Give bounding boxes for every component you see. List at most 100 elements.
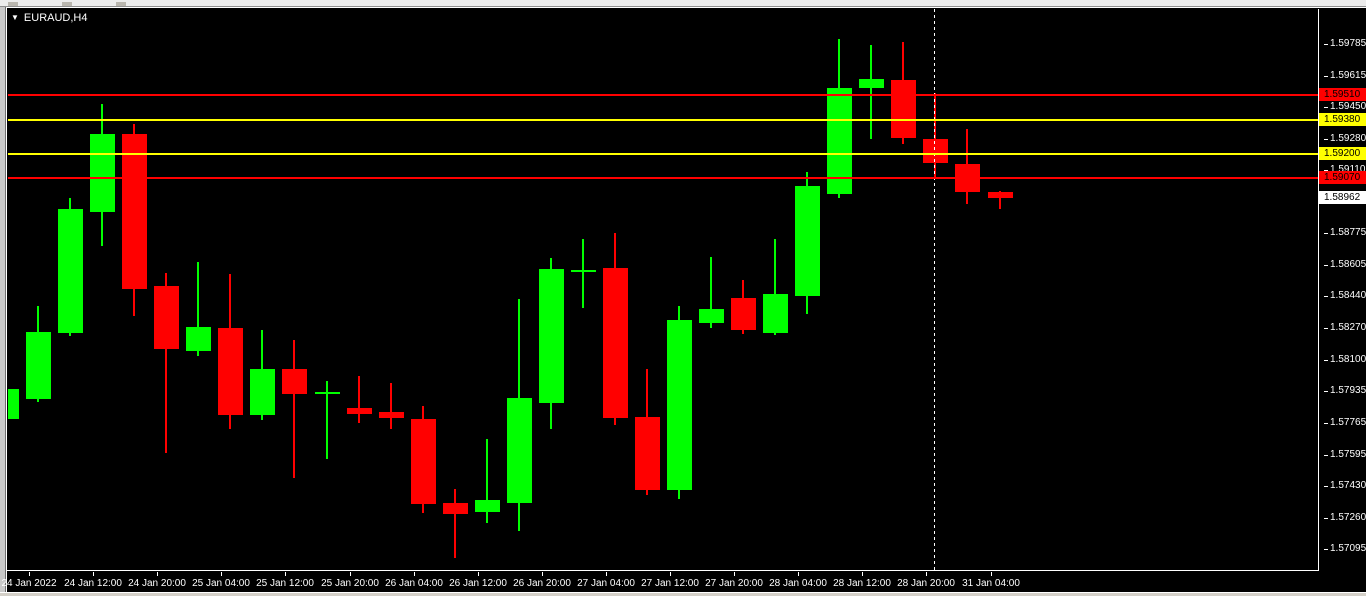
price-tick-label: 1.59615 [1330, 70, 1366, 81]
price-tick [1324, 44, 1328, 45]
price-tick [1324, 360, 1328, 361]
time-tick [414, 572, 415, 576]
candle-wick [454, 489, 456, 558]
time-tick-label: 24 Jan 2022 [1, 578, 57, 589]
time-tick-label: 26 Jan 12:00 [449, 578, 507, 589]
chart-plot[interactable] [8, 9, 1318, 570]
time-tick [157, 572, 158, 576]
candle [90, 134, 115, 212]
symbol-title: EURAUD,H4 [23, 12, 88, 24]
candle-wick [774, 239, 776, 335]
candle [507, 398, 532, 503]
candle [571, 270, 596, 272]
time-tick-label: 27 Jan 12:00 [641, 578, 699, 589]
candle [763, 294, 788, 333]
price-tick [1324, 486, 1328, 487]
candle-wick [197, 262, 199, 356]
price-tick [1324, 423, 1328, 424]
candle-wick [582, 239, 584, 308]
candle [379, 412, 404, 418]
candle [827, 88, 852, 194]
candle [250, 369, 275, 415]
price-tick-label: 1.57430 [1330, 480, 1366, 491]
price-tick [1324, 107, 1328, 108]
time-tick [991, 572, 992, 576]
candle [603, 268, 628, 418]
candle [859, 79, 884, 88]
time-tick-label: 25 Jan 12:00 [256, 578, 314, 589]
price-level-tag: 1.59380 [1319, 113, 1366, 126]
time-tick-label: 31 Jan 04:00 [962, 578, 1020, 589]
candle [731, 298, 756, 330]
candle [923, 139, 948, 163]
time-axis[interactable]: 24 Jan 2022 24 Jan 12:00 24 Jan 20:00 25 Ja… [1, 571, 1318, 593]
candle [58, 209, 83, 333]
price-axis-border [1318, 9, 1319, 571]
candle [988, 192, 1013, 198]
price-tick [1324, 233, 1328, 234]
candle [282, 369, 307, 394]
candle [699, 309, 724, 323]
price-tick-label: 1.58270 [1330, 322, 1366, 333]
time-tick [734, 572, 735, 576]
time-tick [93, 572, 94, 576]
horizontal-level-line[interactable] [8, 94, 1318, 96]
candle-wick [710, 257, 712, 328]
price-tick-label: 1.59280 [1330, 133, 1366, 144]
candle [8, 389, 19, 419]
price-tick-label: 1.59110 [1330, 164, 1366, 175]
candle-wick [390, 383, 392, 429]
price-tick [1324, 391, 1328, 392]
candle [635, 417, 660, 490]
price-tick [1324, 265, 1328, 266]
time-axis-border [7, 570, 1318, 571]
horizontal-level-line[interactable] [8, 119, 1318, 121]
candle-wick [999, 191, 1001, 209]
price-tick-label: 1.59785 [1330, 38, 1366, 49]
horizontal-level-line[interactable] [8, 177, 1318, 179]
time-tick [798, 572, 799, 576]
candle [411, 419, 436, 504]
chart-window: 1.59510 1.59380 1.59200 1.59070 1.59785 1.596… [1, 7, 1366, 593]
time-tick-label: 28 Jan 12:00 [833, 578, 891, 589]
price-tick-label: 1.57260 [1330, 512, 1366, 523]
time-tick-label: 26 Jan 04:00 [385, 578, 443, 589]
price-axis[interactable]: 1.59510 1.59380 1.59200 1.59070 1.59785 1.596… [1319, 9, 1366, 570]
candle [122, 134, 147, 289]
window-edge-strip [0, 7, 6, 592]
time-tick-label: 28 Jan 04:00 [769, 578, 827, 589]
price-tick [1324, 296, 1328, 297]
candle-wick [934, 93, 936, 178]
time-tick [862, 572, 863, 576]
price-tick-label: 1.57935 [1330, 385, 1366, 396]
price-tick-label: 1.59450 [1330, 101, 1366, 112]
horizontal-level-line[interactable] [8, 153, 1318, 155]
price-tick [1324, 455, 1328, 456]
time-tick [542, 572, 543, 576]
time-tick [606, 572, 607, 576]
time-tick-label: 25 Jan 04:00 [192, 578, 250, 589]
candle [667, 320, 692, 490]
symbol-bar: ▼ EURAUD,H4 [11, 12, 88, 24]
price-tick-label: 1.58775 [1330, 227, 1366, 238]
toolbar-remnant [62, 2, 72, 6]
time-tick-label: 24 Jan 20:00 [128, 578, 186, 589]
toolbar-remnant [116, 2, 126, 6]
time-tick-label: 28 Jan 20:00 [897, 578, 955, 589]
time-tick [29, 572, 30, 576]
candle-wick [486, 439, 488, 523]
candle [315, 392, 340, 394]
price-tick [1324, 170, 1328, 171]
candle [443, 503, 468, 514]
chevron-down-icon[interactable]: ▼ [11, 13, 19, 22]
candle-wick [358, 376, 360, 423]
price-tick [1324, 328, 1328, 329]
window-edge-strip [0, 592, 1366, 596]
candle [186, 327, 211, 351]
price-tick-label: 1.57595 [1330, 449, 1366, 460]
price-level-tag: 1.59070 [1319, 171, 1366, 184]
toolbar-remnant [8, 2, 18, 6]
time-tick-label: 25 Jan 20:00 [321, 578, 379, 589]
candle-wick [165, 273, 167, 453]
time-tick [285, 572, 286, 576]
